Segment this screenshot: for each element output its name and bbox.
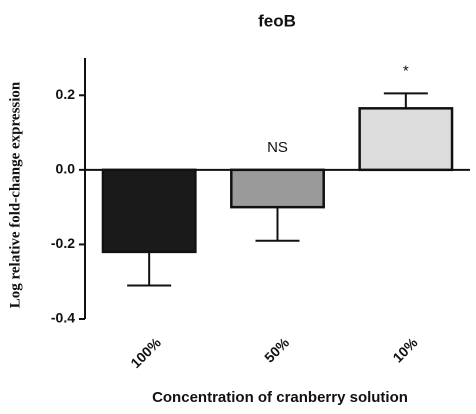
annotation: NS xyxy=(267,139,288,156)
y-tick-label: 0.2 xyxy=(56,86,76,102)
x-tick-label: 100% xyxy=(127,334,164,371)
bar xyxy=(358,107,454,172)
x-tick-label: 10% xyxy=(389,334,421,366)
y-tick-label: -0.4 xyxy=(51,310,75,326)
bar xyxy=(101,168,197,254)
annotation: * xyxy=(403,62,409,79)
x-axis-label: Concentration of cranberry solution xyxy=(152,389,408,406)
y-tick-label: 0.0 xyxy=(56,161,76,177)
x-tick-label: 50% xyxy=(261,334,293,366)
y-tick-label: -0.2 xyxy=(51,235,75,251)
chart-title: feoB xyxy=(258,11,296,30)
y-axis-label: Log relative fold-change expression xyxy=(7,81,23,308)
bar xyxy=(230,168,325,209)
